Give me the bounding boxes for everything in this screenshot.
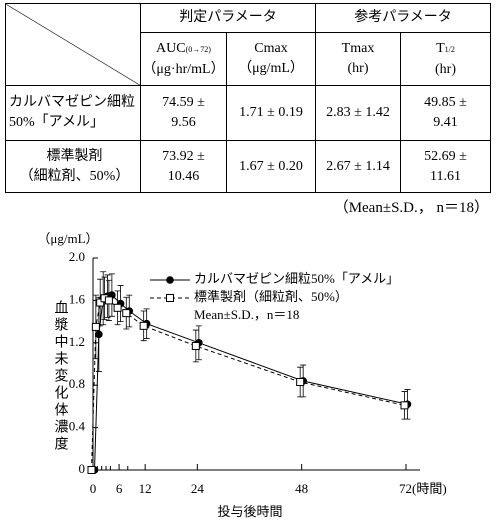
group-header: 判定パラメータ [140,3,316,33]
data-point [113,303,122,312]
annotation: Mean±S.D.，n＝18 [194,307,299,322]
series-line [91,297,405,471]
cell-line: 9.41 [433,115,458,130]
data-point [96,298,105,307]
x-tick-label: 6 [116,481,123,496]
data-point [400,401,409,410]
data-point [95,330,103,339]
y-tick-label: 0 [79,461,86,476]
cell-line: 52.69 ± [424,148,467,164]
x-tick-label: 0 [90,481,97,496]
cell-line: 9.56 [171,115,196,130]
data-point [122,309,131,318]
data-point [296,378,305,387]
y-tick-label: 1.6 [69,291,86,306]
col-main: Tmax [341,41,375,56]
col-sub: (0→72) [185,44,211,54]
col-unit: （μg·hr/mL） [142,61,225,77]
cell-line: 74.59 ± [162,95,205,110]
x-axis-label: 投与後時間 [217,504,282,519]
row-label-line: （細粒剤、50%） [19,168,130,184]
data-point [87,466,96,474]
column-header: Cmax （μg/mL） [226,32,316,86]
row-label-line: 50%「アメル」 [9,115,104,130]
cell: 1.71 ± 0.19 [226,85,316,141]
legend-marker [166,294,174,302]
y-axis-label: 血漿中未変化体濃度 [53,300,69,453]
column-header: Tmax (hr) [315,32,401,86]
col-main: Cmax [254,41,288,56]
data-point [191,341,200,350]
col-main: T [436,40,445,56]
col-main: AUC [156,40,186,56]
row-label-line: カルバマゼピン細粒 [9,95,135,110]
cell: 2.67 ± 1.14 [315,140,401,193]
col-unit: (hr) [347,61,369,76]
row-label-line: 標準製剤 [46,148,103,164]
chart: （μg/mL） 血漿中未変化体濃度 投与後時間 Mean±S.D.，n＝18 0… [37,231,447,519]
x-tick-label: 24 [191,481,205,496]
row-label: カルバマゼピン細粒 50%「アメル」 [5,85,141,141]
corner-cell [5,3,141,86]
column-header: T1/2 (hr) [400,32,491,86]
cell: 2.83 ± 1.42 [315,85,401,141]
data-point [91,322,100,331]
cell-line: 10.46 [167,168,200,184]
data-point [104,296,113,305]
y-tick-label: 1.2 [69,334,85,349]
table-note: （Mean±S.D.， n＝18） [333,200,489,216]
cell-line: 11.61 [430,168,461,184]
cell: 49.85 ± 9.41 [400,85,491,141]
column-header: AUC(0→72) （μg·hr/mL） [140,32,227,86]
legend-marker [166,276,174,284]
cell-line: 73.92 ± [162,148,205,164]
y-tick-label: 0.8 [69,376,85,391]
x-tick-label: 72(時間) [399,481,447,496]
col-unit: (hr) [435,61,456,77]
legend-label: カルバマゼピン細粒50%「アメル」 [194,271,399,286]
pk-table: 判定パラメータ 参考パラメータ AUC(0→72) （μg·hr/mL） Cmax… [5,3,491,193]
cell: 74.59 ± 9.56 [140,85,227,141]
x-tick-label: 12 [139,481,152,496]
col-unit: （μg/mL） [238,61,304,76]
cell: 73.92 ± 10.46 [140,140,227,193]
y-tick-label: 2.0 [69,249,85,264]
cell: 1.67 ± 0.20 [226,140,316,193]
y-unit: （μg/mL） [37,231,98,246]
row-label: 標準製剤 （細粒剤、50%） [5,140,141,193]
legend-label: 標準製剤（細粒剤、50%） [194,289,348,304]
col-sub: 1/2 [444,44,455,54]
group-header: 参考パラメータ [315,3,491,33]
x-tick-label: 48 [295,481,308,496]
data-point [139,321,148,330]
cell: 52.69 ± 11.61 [400,140,491,193]
y-tick-label: 0.4 [69,419,86,434]
cell-line: 49.85 ± [424,95,467,110]
